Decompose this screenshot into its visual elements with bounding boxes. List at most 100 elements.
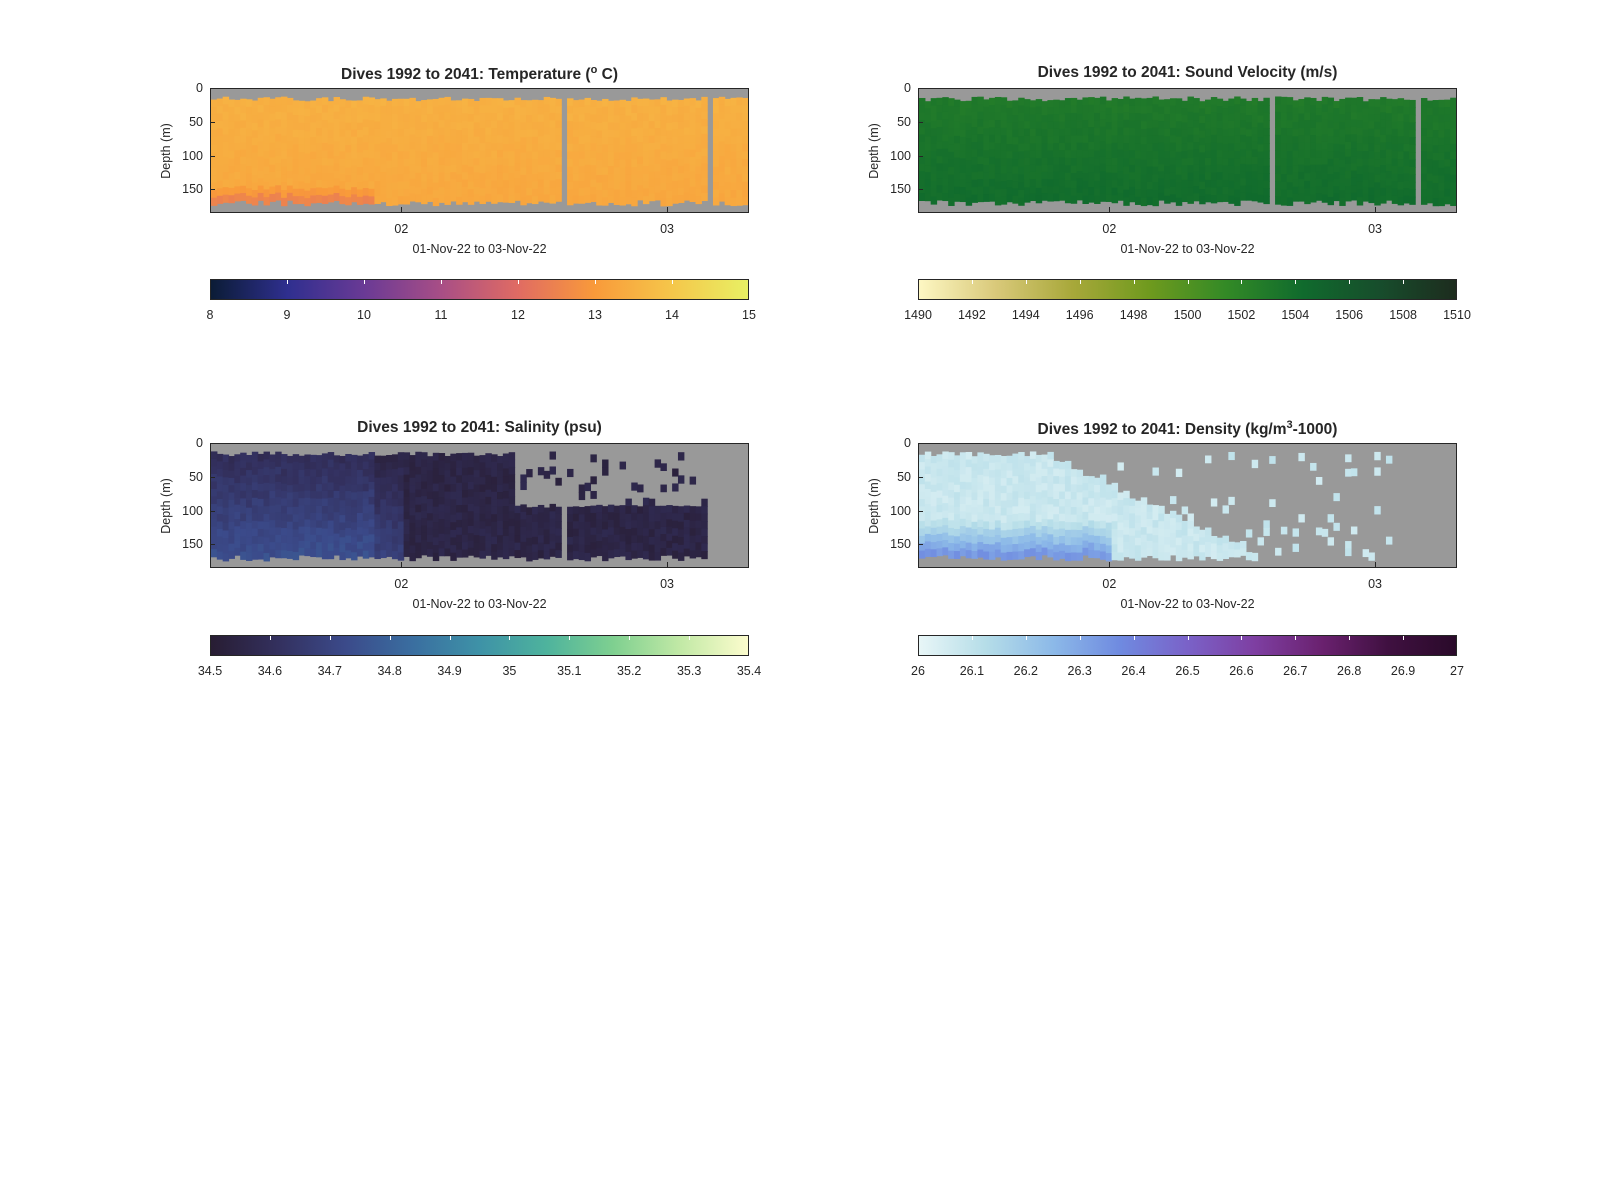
heatmap-cell — [1117, 106, 1124, 115]
heatmap-cell — [965, 190, 973, 199]
heatmap-cell — [362, 476, 370, 485]
heatmap-cell — [567, 552, 574, 561]
heatmap-cell — [1041, 143, 1049, 152]
profile-column — [1345, 97, 1352, 202]
heatmap-cell — [942, 134, 949, 143]
heatmap-cell — [742, 196, 748, 206]
colorbar-tick-mark — [1025, 280, 1027, 284]
heatmap-cell — [473, 151, 481, 159]
heatmap-cell — [1310, 462, 1317, 471]
heatmap-cell — [1257, 151, 1264, 160]
heatmap-cell — [211, 549, 218, 558]
heatmap-cell — [479, 97, 486, 107]
heatmap-cell — [497, 549, 504, 558]
heatmap-cell — [1228, 143, 1235, 152]
heatmap-cell — [333, 533, 341, 542]
heatmap-cell — [567, 468, 574, 478]
heatmap-cell — [689, 550, 697, 559]
heatmap-cell — [1374, 144, 1381, 153]
profile-column — [730, 97, 737, 207]
heatmap-cell — [1187, 119, 1194, 128]
heatmap-cell — [1041, 490, 1049, 499]
heatmap-cell — [380, 186, 387, 195]
heatmap-cell — [450, 499, 457, 508]
heatmap-cell — [977, 179, 984, 188]
heatmap-cell — [677, 513, 685, 523]
heatmap-cell — [701, 170, 708, 179]
heatmap-cell — [1164, 158, 1171, 167]
colorbar-tick-mark — [269, 636, 271, 640]
heatmap-cell — [965, 497, 973, 506]
heatmap-cell — [654, 513, 662, 522]
heatmap-cell — [1164, 128, 1171, 137]
heatmap-cell — [607, 151, 615, 160]
heatmap-cell — [1356, 135, 1364, 144]
heatmap-cell — [1152, 542, 1159, 551]
heatmap-cell — [263, 143, 270, 152]
profile-column — [1164, 513, 1171, 561]
heatmap-cell — [1029, 100, 1037, 109]
heatmap-cell — [1169, 172, 1177, 181]
heatmap-cell — [1292, 100, 1300, 109]
heatmap-cell — [321, 127, 329, 136]
heatmap-cell — [456, 129, 463, 138]
heatmap-cell — [1286, 104, 1294, 114]
heatmap-cell — [567, 521, 574, 531]
heatmap-cell — [327, 543, 335, 552]
heatmap-cell — [695, 115, 702, 124]
heatmap-cell — [1374, 189, 1381, 198]
heatmap-cell — [660, 526, 667, 535]
heatmap-cell — [954, 470, 961, 479]
heatmap-cell — [631, 505, 638, 514]
heatmap-cell — [1047, 496, 1054, 505]
heatmap-cell — [321, 521, 329, 530]
heatmap-cell — [1175, 189, 1183, 199]
colorbar-tick-label: 35.2 — [617, 664, 642, 678]
heatmap-cell — [304, 153, 311, 162]
heatmap-cell — [409, 485, 416, 494]
heatmap-cell — [438, 194, 446, 203]
heatmap-cell — [1111, 482, 1119, 492]
heatmap-cell — [919, 513, 926, 522]
colorbar-tick-mark — [1241, 636, 1243, 640]
heatmap-cell — [1374, 182, 1381, 191]
heatmap-cell — [1380, 127, 1387, 136]
heatmap-cell — [1024, 99, 1031, 108]
heatmap-cell — [1199, 544, 1206, 553]
heatmap-cell — [1029, 473, 1037, 482]
heatmap-cell — [380, 172, 387, 181]
heatmap-cell — [1088, 187, 1095, 196]
heatmap-cell — [1117, 98, 1124, 107]
heatmap-cell — [672, 543, 679, 552]
colorbar-tick-label: 34.9 — [437, 664, 462, 678]
y-tick-label: 0 — [904, 436, 911, 450]
heatmap-cell — [1362, 193, 1370, 202]
heatmap-cell — [421, 114, 428, 123]
heatmap-cell — [216, 188, 224, 197]
heatmap-cell — [549, 120, 556, 129]
heatmap-cell — [701, 111, 708, 120]
heatmap-cell — [514, 513, 521, 522]
heatmap-cell — [374, 477, 381, 486]
heatmap-cell — [514, 542, 521, 551]
heatmap-cell — [426, 121, 434, 130]
heatmap-cell — [1158, 552, 1165, 561]
heatmap-cell — [936, 476, 943, 484]
heatmap-cell — [211, 137, 218, 146]
heatmap-cell — [1339, 167, 1346, 176]
heatmap-cell — [432, 452, 440, 462]
heatmap-cell — [1059, 528, 1066, 537]
heatmap-cell — [362, 550, 370, 559]
heatmap-cell — [485, 149, 492, 158]
heatmap-cell — [362, 461, 370, 470]
heatmap-cell — [532, 129, 539, 138]
heatmap-cell — [1275, 173, 1282, 182]
profile-column — [942, 97, 949, 202]
profile-column — [1327, 514, 1335, 546]
heatmap-cell — [648, 171, 656, 180]
profile-column — [677, 99, 685, 203]
heatmap-cell — [1438, 130, 1445, 139]
heatmap-cell — [537, 121, 545, 130]
heatmap-cell — [368, 534, 376, 543]
heatmap-cell — [251, 115, 259, 124]
